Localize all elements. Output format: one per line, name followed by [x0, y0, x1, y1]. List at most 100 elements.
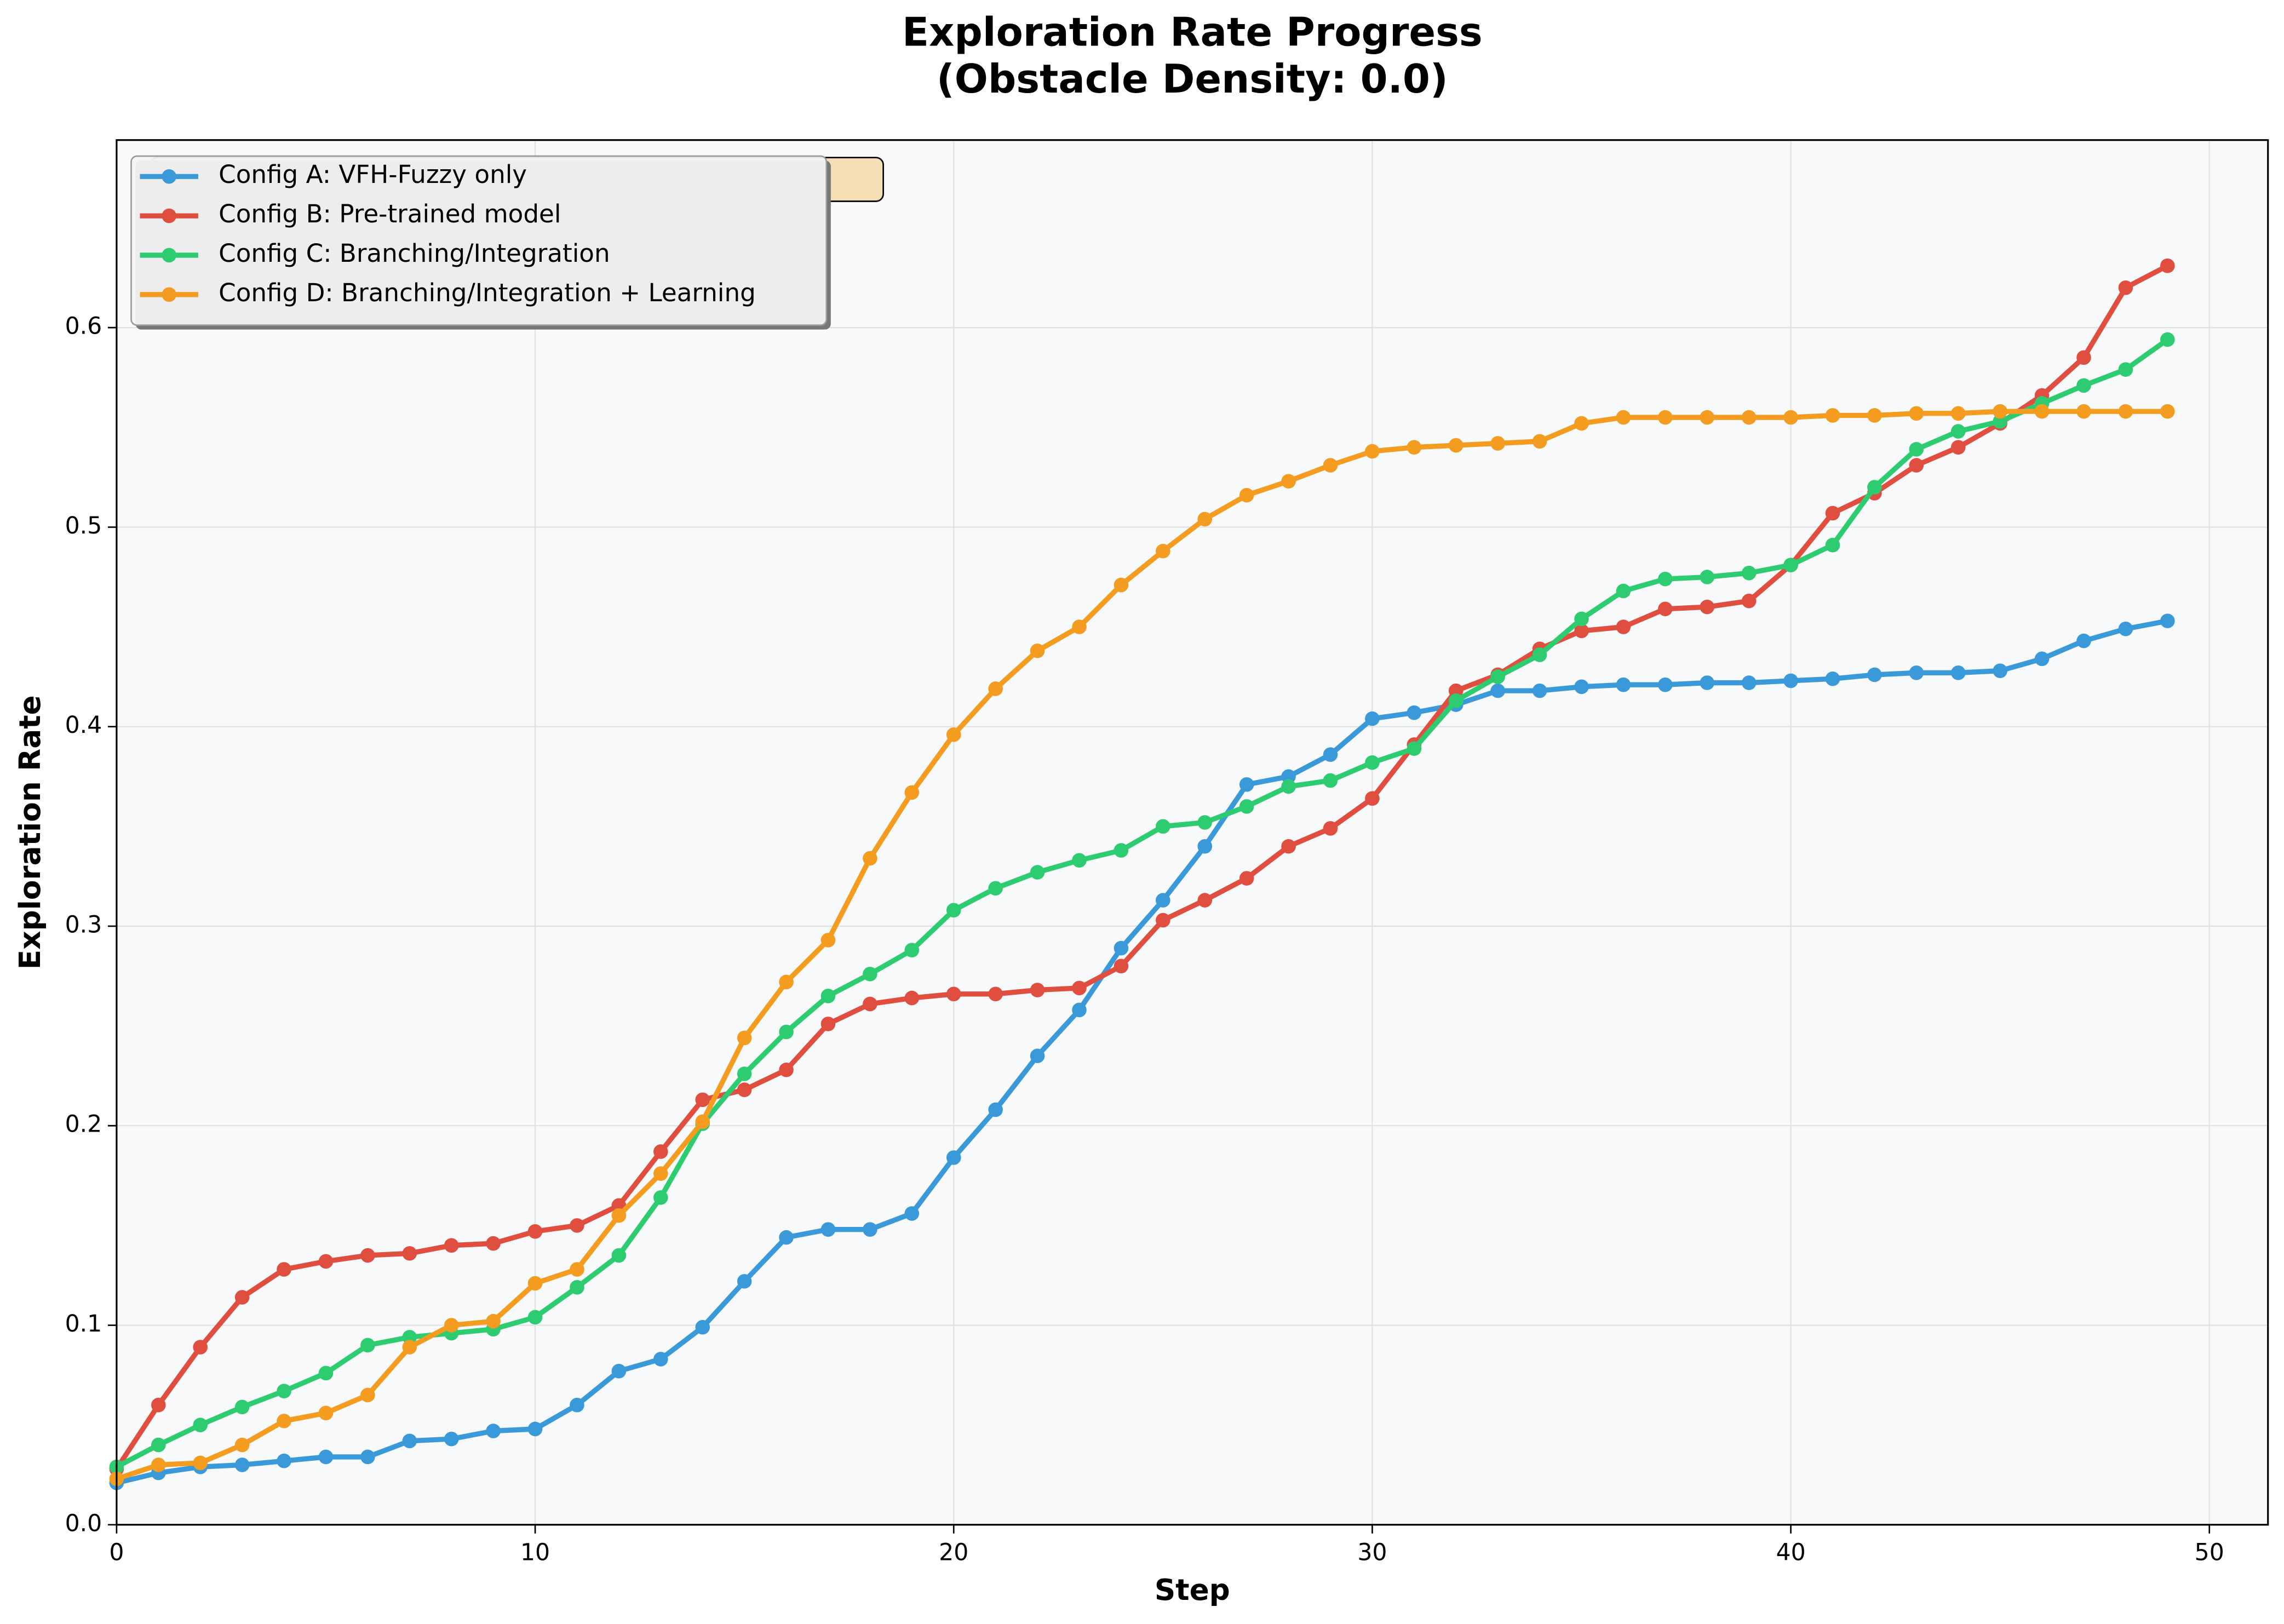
- data-point: [360, 1248, 375, 1263]
- data-point: [1281, 769, 1296, 784]
- data-point: [1741, 410, 1757, 425]
- data-point: [234, 1457, 250, 1472]
- legend-marker: [162, 169, 176, 184]
- data-point: [1532, 683, 1547, 698]
- data-point: [1072, 980, 1087, 996]
- data-point: [1407, 440, 1422, 455]
- data-point: [1281, 474, 1296, 489]
- data-point: [570, 1280, 584, 1295]
- data-point: [1909, 442, 1924, 457]
- data-point: [360, 1449, 375, 1465]
- data-point: [2160, 613, 2175, 628]
- y-tick-label: 0.4: [65, 711, 102, 739]
- data-point: [737, 1082, 752, 1097]
- data-point: [988, 1102, 1003, 1117]
- chart-title: (Obstacle Density: 0.0): [937, 56, 1448, 102]
- data-point: [779, 1062, 794, 1077]
- data-point: [820, 933, 836, 948]
- data-point: [1658, 677, 1673, 692]
- legend-marker: [162, 287, 176, 302]
- data-point: [946, 727, 961, 742]
- data-point: [737, 1066, 752, 1081]
- data-point: [527, 1276, 543, 1291]
- legend-marker: [162, 208, 176, 223]
- data-point: [1156, 819, 1170, 834]
- data-point: [2118, 621, 2133, 636]
- data-point: [1072, 853, 1087, 868]
- x-tick-label: 10: [520, 1539, 550, 1566]
- data-point: [402, 1433, 417, 1449]
- data-point: [527, 1310, 543, 1325]
- data-point: [820, 1017, 836, 1031]
- data-point: [1365, 711, 1380, 726]
- data-point: [904, 1206, 920, 1221]
- data-point: [611, 1248, 627, 1263]
- data-point: [360, 1387, 375, 1403]
- data-point: [402, 1340, 417, 1355]
- data-point: [1365, 444, 1380, 459]
- data-point: [444, 1431, 459, 1447]
- data-point: [653, 1166, 668, 1181]
- data-point: [1365, 755, 1380, 770]
- data-point: [151, 1457, 166, 1472]
- y-tick-label: 0.2: [65, 1111, 102, 1138]
- data-point: [1156, 543, 1170, 559]
- data-point: [277, 1384, 291, 1399]
- data-point: [611, 1208, 627, 1223]
- legend-label: Config D: Branching/Integration + Learni…: [219, 278, 756, 307]
- x-tick-label: 0: [109, 1539, 124, 1566]
- data-point: [1574, 611, 1589, 627]
- data-point: [695, 1319, 710, 1335]
- data-point: [2034, 651, 2050, 667]
- data-point: [151, 1397, 166, 1413]
- data-point: [1072, 1002, 1087, 1018]
- data-point: [486, 1236, 501, 1251]
- data-point: [1281, 839, 1296, 854]
- data-point: [1156, 893, 1170, 908]
- data-point: [695, 1114, 710, 1129]
- data-point: [1239, 871, 1254, 886]
- data-point: [946, 903, 961, 918]
- data-point: [527, 1421, 543, 1437]
- x-tick-label: 40: [1776, 1539, 1805, 1566]
- data-point: [1490, 669, 1505, 684]
- data-point: [1281, 779, 1296, 794]
- data-point: [1950, 665, 1966, 680]
- data-point: [1783, 410, 1798, 425]
- data-point: [863, 996, 877, 1012]
- data-point: [1239, 799, 1254, 814]
- data-point: [2160, 404, 2175, 419]
- y-tick-label: 0.0: [65, 1510, 102, 1537]
- data-point: [863, 1222, 877, 1237]
- data-point: [2076, 350, 2091, 365]
- data-point: [1030, 643, 1045, 658]
- data-point: [1365, 791, 1380, 806]
- data-point: [486, 1424, 501, 1438]
- data-point: [1114, 959, 1129, 974]
- data-point: [1658, 571, 1673, 587]
- data-point: [1700, 599, 1715, 615]
- data-point: [444, 1238, 459, 1253]
- y-tick-label: 0.1: [65, 1310, 102, 1338]
- data-point: [737, 1274, 752, 1289]
- data-point: [2076, 378, 2091, 393]
- y-tick-label: 0.5: [65, 512, 102, 540]
- data-point: [1616, 410, 1631, 425]
- data-point: [1783, 558, 1798, 572]
- data-point: [2118, 404, 2133, 419]
- legend-box: [130, 155, 828, 326]
- data-point: [1825, 537, 1840, 553]
- data-point: [277, 1262, 291, 1277]
- data-point: [1783, 673, 1798, 688]
- data-point: [1741, 565, 1757, 581]
- data-point: [737, 1030, 752, 1046]
- data-point: [277, 1414, 291, 1428]
- data-point: [904, 785, 920, 800]
- data-point: [988, 881, 1003, 896]
- data-point: [1532, 647, 1547, 662]
- data-point: [234, 1399, 250, 1415]
- data-point: [653, 1144, 668, 1159]
- data-point: [1993, 663, 2007, 678]
